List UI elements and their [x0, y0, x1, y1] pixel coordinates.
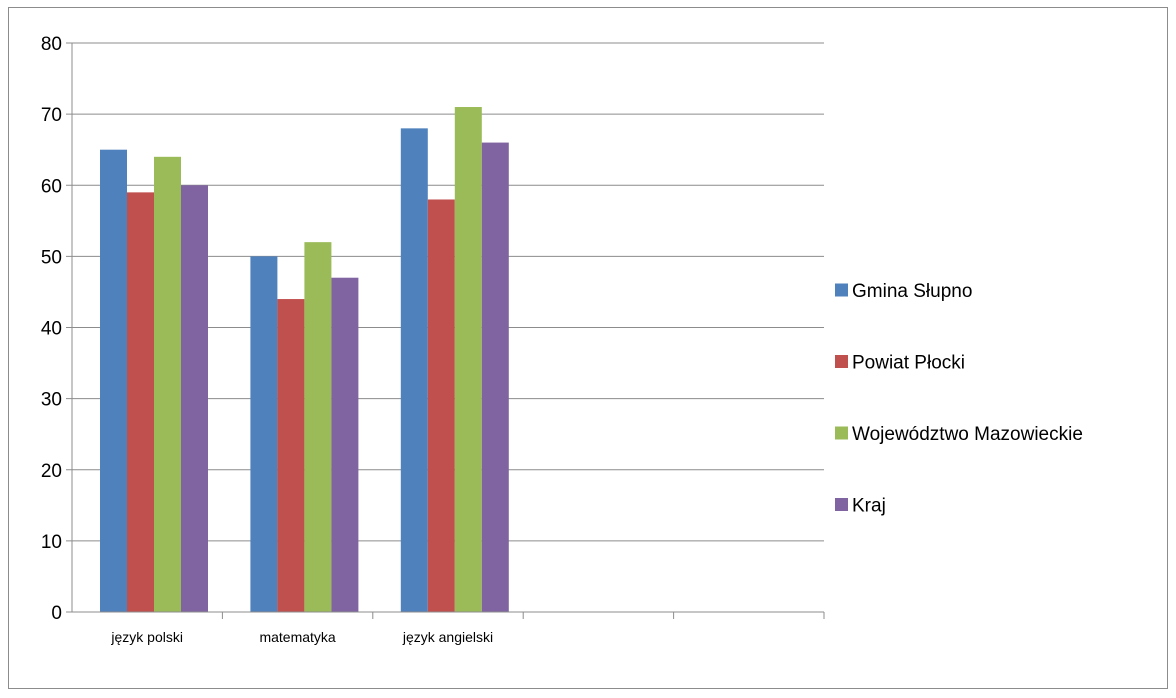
y-tick-labels: 0 10 20 30 40 50 60 70 80: [41, 34, 62, 624]
bar-3-3: [454, 107, 482, 612]
legend-swatch-1: [835, 283, 848, 297]
legend-label-1: Gmina Słupno: [852, 281, 972, 302]
bar-2-3: [427, 199, 455, 612]
bar-4-3: [481, 142, 509, 612]
bar-2-2: [277, 299, 305, 612]
y-tick-label-20: 20: [41, 461, 62, 482]
chart-canvas: 0 10 20 30 40 50 60 70 80 język polski matematyka…: [41, 34, 1083, 645]
y-tick-label-0: 0: [51, 603, 62, 624]
legend-swatch-3: [835, 426, 848, 440]
y-tick-label-60: 60: [41, 176, 62, 197]
legend-label-2: Powiat Płocki: [852, 353, 965, 374]
bar-2-1: [127, 192, 154, 613]
bar-4-1: [181, 185, 208, 612]
y-tick-label-80: 80: [41, 34, 62, 55]
bar-1-2: [250, 256, 278, 612]
category-label-1: język polski: [110, 629, 183, 645]
y-tick-label-40: 40: [41, 319, 62, 340]
category-labels: język polski matematyka język angielski: [110, 629, 493, 645]
legend-swatch-4: [835, 498, 848, 511]
y-tick-label-50: 50: [41, 247, 62, 268]
legend-swatch-2: [835, 355, 848, 368]
category-label-3: język angielski: [402, 629, 493, 645]
bar-1-3: [400, 128, 428, 612]
legend: Gmina Słupno Powiat Płocki Województwo Maz…: [835, 281, 1083, 517]
legend-label-3: Województwo Mazowieckie: [852, 424, 1083, 445]
legend-label-4: Kraj: [852, 496, 886, 517]
y-tick-label-30: 30: [41, 390, 62, 411]
bar-4-2: [331, 277, 359, 612]
y-tick-label-10: 10: [41, 532, 62, 553]
bar-1-1: [100, 149, 127, 612]
bar-3-1: [154, 156, 181, 613]
y-tick-label-70: 70: [41, 105, 62, 126]
axes: [66, 42, 825, 619]
bars: [100, 107, 509, 613]
category-label-2: matematyka: [259, 629, 335, 645]
chart-frame: 0 10 20 30 40 50 60 70 80 język polski matematyka…: [8, 7, 1168, 689]
bar-3-2: [304, 242, 332, 612]
